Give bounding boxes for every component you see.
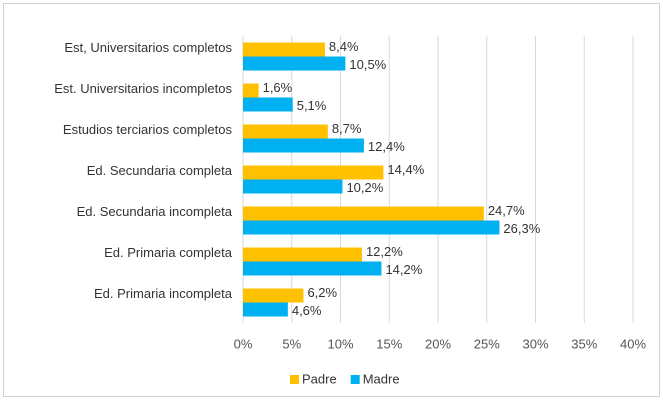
category-label: Ed. Secundaria completa xyxy=(87,163,233,178)
bar xyxy=(243,206,484,221)
data-label: 4,6% xyxy=(292,303,322,318)
x-tick-label: 5% xyxy=(282,336,301,351)
legend-label: Padre xyxy=(302,371,337,386)
data-label: 14,2% xyxy=(385,262,422,277)
category-label: Ed. Secundaria incompleta xyxy=(77,204,233,219)
bar xyxy=(243,302,288,317)
x-tick-label: 0% xyxy=(234,336,253,351)
x-tick-label: 40% xyxy=(620,336,646,351)
bar xyxy=(243,97,293,112)
bar xyxy=(243,83,259,98)
x-tick-label: 10% xyxy=(327,336,353,351)
data-label: 8,7% xyxy=(332,121,362,136)
x-tick-label: 30% xyxy=(522,336,548,351)
legend-label: Madre xyxy=(363,371,400,386)
x-tick-label: 25% xyxy=(474,336,500,351)
bar xyxy=(243,138,364,153)
data-label: 12,4% xyxy=(368,139,405,154)
category-label: Ed. Primaria completa xyxy=(104,245,233,260)
bar xyxy=(243,179,343,194)
data-label: 12,2% xyxy=(366,244,403,259)
data-label: 10,2% xyxy=(346,180,383,195)
bar xyxy=(243,42,325,57)
data-label: 10,5% xyxy=(349,57,386,72)
bar xyxy=(243,220,500,235)
x-tick-label: 15% xyxy=(376,336,402,351)
legend-swatch xyxy=(290,375,299,384)
x-tick-label: 35% xyxy=(571,336,597,351)
bar xyxy=(243,165,384,180)
category-label: Est. Universitarios incompletos xyxy=(54,81,232,96)
data-label: 5,1% xyxy=(297,98,327,113)
bar xyxy=(243,247,362,262)
bar xyxy=(243,56,346,71)
category-label: Estudios terciarios completos xyxy=(63,122,233,137)
data-label: 24,7% xyxy=(488,203,525,218)
data-label: 26,3% xyxy=(503,221,540,236)
data-label: 14,4% xyxy=(387,162,424,177)
category-label: Est, Universitarios completos xyxy=(64,40,232,55)
category-label: Ed. Primaria incompleta xyxy=(94,286,233,301)
data-label: 1,6% xyxy=(263,80,293,95)
legend-swatch xyxy=(350,375,360,384)
bar xyxy=(243,261,382,276)
data-label: 6,2% xyxy=(307,285,337,300)
x-tick-label: 20% xyxy=(425,336,451,351)
bar xyxy=(243,288,304,303)
data-label: 8,4% xyxy=(329,39,359,54)
bar xyxy=(243,124,328,139)
